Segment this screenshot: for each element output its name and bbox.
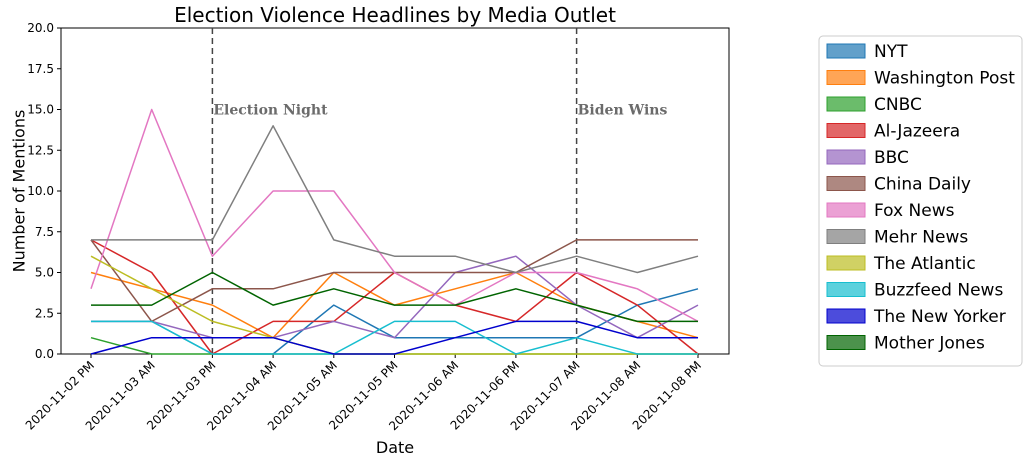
legend: NYT Washington Post CNBC Al-Jazeera BBC China… <box>818 35 1023 367</box>
legend-label: NYT <box>874 42 908 62</box>
y-axis-label: Number of Mentions <box>10 110 29 273</box>
legend-label: CNBC <box>874 95 922 115</box>
legend-swatch <box>826 96 866 112</box>
legend-label: Mother Jones <box>874 334 985 354</box>
legend-swatch <box>826 202 866 218</box>
legend-swatch <box>826 43 866 59</box>
series-line-mother-jones <box>91 271 698 323</box>
y-tick-label: 20.0 <box>27 21 54 35</box>
legend-label: BBC <box>874 148 909 168</box>
series-line-fox-news <box>90 108 699 323</box>
annotation-label: Biden Wins <box>578 103 668 119</box>
series-line-buzzfeed-news <box>91 320 698 355</box>
legend-swatch <box>826 70 866 85</box>
legend-label: Buzzfeed News <box>874 281 1003 301</box>
legend-label: Washington Post <box>874 69 1015 89</box>
legend-label: The New Yorker <box>873 307 1006 327</box>
y-tick-label: 10.0 <box>27 184 54 198</box>
legend-swatch <box>826 255 866 271</box>
y-tick-label: 12.5 <box>27 143 54 157</box>
series-line-the-new-yorker <box>90 320 698 355</box>
legend-label: Al-Jazeera <box>874 122 960 142</box>
y-tick-label: 0.0 <box>35 347 54 361</box>
legend-swatch <box>826 282 866 297</box>
legend-box <box>818 35 1023 367</box>
y-tick-label: 2.5 <box>35 306 54 320</box>
legend-swatch <box>826 229 866 244</box>
legend-label: The Atlantic <box>873 254 976 274</box>
annotation-label: Election Night <box>213 103 328 119</box>
legend-swatch <box>826 335 866 350</box>
plot-area: 0.02.55.07.510.012.515.017.520.02020-11-… <box>23 21 730 433</box>
legend-swatch <box>826 176 866 191</box>
legend-label: Fox News <box>874 201 955 221</box>
series-line-bbc <box>91 255 699 339</box>
x-axis-label: Date <box>376 438 414 457</box>
legend-swatch <box>826 308 866 324</box>
legend-label: Mehr News <box>874 228 968 248</box>
y-tick-label: 17.5 <box>27 62 54 76</box>
series-line-mehr-news <box>91 125 699 274</box>
legend-swatch <box>826 149 866 165</box>
y-tick-label: 15.0 <box>27 103 54 117</box>
y-tick-label: 5.0 <box>35 266 54 280</box>
legend-label: China Daily <box>874 175 971 195</box>
chart-title: Election Violence Headlines by Media Out… <box>174 3 616 27</box>
y-tick-label: 7.5 <box>35 225 54 239</box>
legend-swatch <box>826 123 866 138</box>
